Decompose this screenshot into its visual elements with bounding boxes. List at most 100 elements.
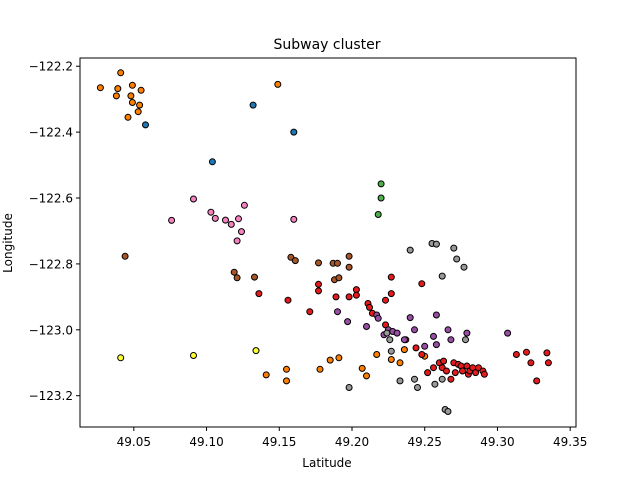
x-tick-label: 49.05: [117, 435, 151, 449]
data-point: [252, 347, 260, 355]
y-tick-label: −122.8: [29, 257, 73, 271]
data-point: [382, 296, 389, 304]
data-point: [345, 293, 353, 301]
data-point: [400, 336, 408, 344]
data-point: [240, 201, 248, 209]
data-point: [432, 240, 440, 248]
data-point: [396, 377, 404, 385]
data-point: [290, 128, 298, 136]
data-point: [128, 99, 136, 106]
x-tick-label: 49.10: [189, 435, 223, 449]
data-point: [387, 347, 395, 355]
data-point: [117, 354, 125, 362]
x-tick-label: 49.35: [553, 435, 587, 449]
data-point: [334, 259, 341, 267]
data-point: [543, 349, 551, 357]
y-tick-label: −123.2: [29, 389, 73, 403]
y-tick-label: −122.6: [29, 192, 73, 206]
data-point: [306, 308, 314, 316]
data-point: [121, 252, 129, 260]
data-point: [230, 268, 238, 276]
data-point: [168, 216, 176, 224]
data-point: [444, 326, 452, 334]
data-point: [374, 314, 382, 322]
data-point: [316, 365, 324, 373]
data-point: [386, 336, 394, 344]
data-point: [504, 329, 512, 337]
data-point: [290, 215, 298, 223]
data-point: [262, 371, 270, 379]
data-point: [411, 375, 418, 383]
data-point: [344, 318, 352, 326]
data-point: [438, 375, 446, 383]
data-point: [460, 263, 468, 271]
data-point: [412, 344, 420, 352]
data-point: [421, 342, 429, 350]
data-point: [358, 364, 366, 372]
data-point: [387, 290, 395, 298]
data-point: [387, 356, 395, 363]
data-point: [383, 329, 391, 337]
data-point: [447, 375, 455, 383]
data-point: [406, 314, 414, 322]
x-tick-label: 49.30: [480, 435, 514, 449]
data-point: [411, 326, 418, 334]
data-point: [134, 108, 142, 116]
data-point: [283, 365, 290, 373]
y-tick-label: −122.2: [29, 60, 73, 74]
data-point: [523, 348, 530, 356]
data-point: [233, 237, 241, 245]
data-point: [352, 291, 360, 299]
data-point: [418, 280, 426, 288]
data-point: [387, 273, 395, 281]
data-points: [96, 69, 552, 415]
data-point: [480, 370, 488, 378]
x-tick-label: 49.20: [335, 435, 369, 449]
y-tick-label: −123.0: [29, 323, 73, 337]
data-point: [377, 194, 385, 202]
data-point: [136, 101, 144, 109]
data-point: [450, 244, 458, 252]
data-point: [284, 296, 292, 304]
data-point: [283, 377, 290, 385]
data-point: [128, 81, 136, 89]
data-point: [393, 329, 401, 337]
y-tick-label: −122.4: [29, 126, 73, 140]
data-point: [444, 408, 452, 415]
data-point: [124, 113, 132, 121]
data-point: [137, 86, 145, 94]
data-point: [414, 384, 421, 391]
plot-frame: [79, 57, 577, 428]
data-point: [114, 85, 122, 93]
y-axis-ticks: −122.2 −122.4 −122.6 −122.8 −123.0 −123.2: [29, 60, 80, 403]
data-point: [238, 228, 245, 236]
data-point: [142, 121, 149, 129]
data-point: [235, 215, 242, 223]
data-point: [335, 354, 343, 362]
data-point: [363, 372, 370, 380]
data-point: [432, 341, 440, 349]
data-point: [366, 303, 373, 311]
data-point: [533, 377, 541, 385]
data-point: [208, 158, 216, 166]
data-point: [211, 214, 219, 222]
data-point: [274, 80, 282, 88]
data-point: [291, 257, 299, 265]
data-point: [512, 351, 520, 358]
data-point: [373, 351, 381, 358]
data-point: [451, 369, 459, 377]
data-point: [190, 195, 197, 203]
y-axis-label: Longitude: [1, 213, 15, 273]
data-point: [345, 252, 353, 260]
data-point: [438, 272, 446, 280]
data-point: [332, 293, 340, 301]
data-point: [447, 336, 455, 344]
data-point: [443, 367, 450, 375]
data-point: [335, 274, 343, 282]
data-point: [431, 380, 439, 388]
x-tick-label: 49.25: [408, 435, 442, 449]
data-point: [363, 323, 370, 330]
data-point: [96, 84, 104, 92]
